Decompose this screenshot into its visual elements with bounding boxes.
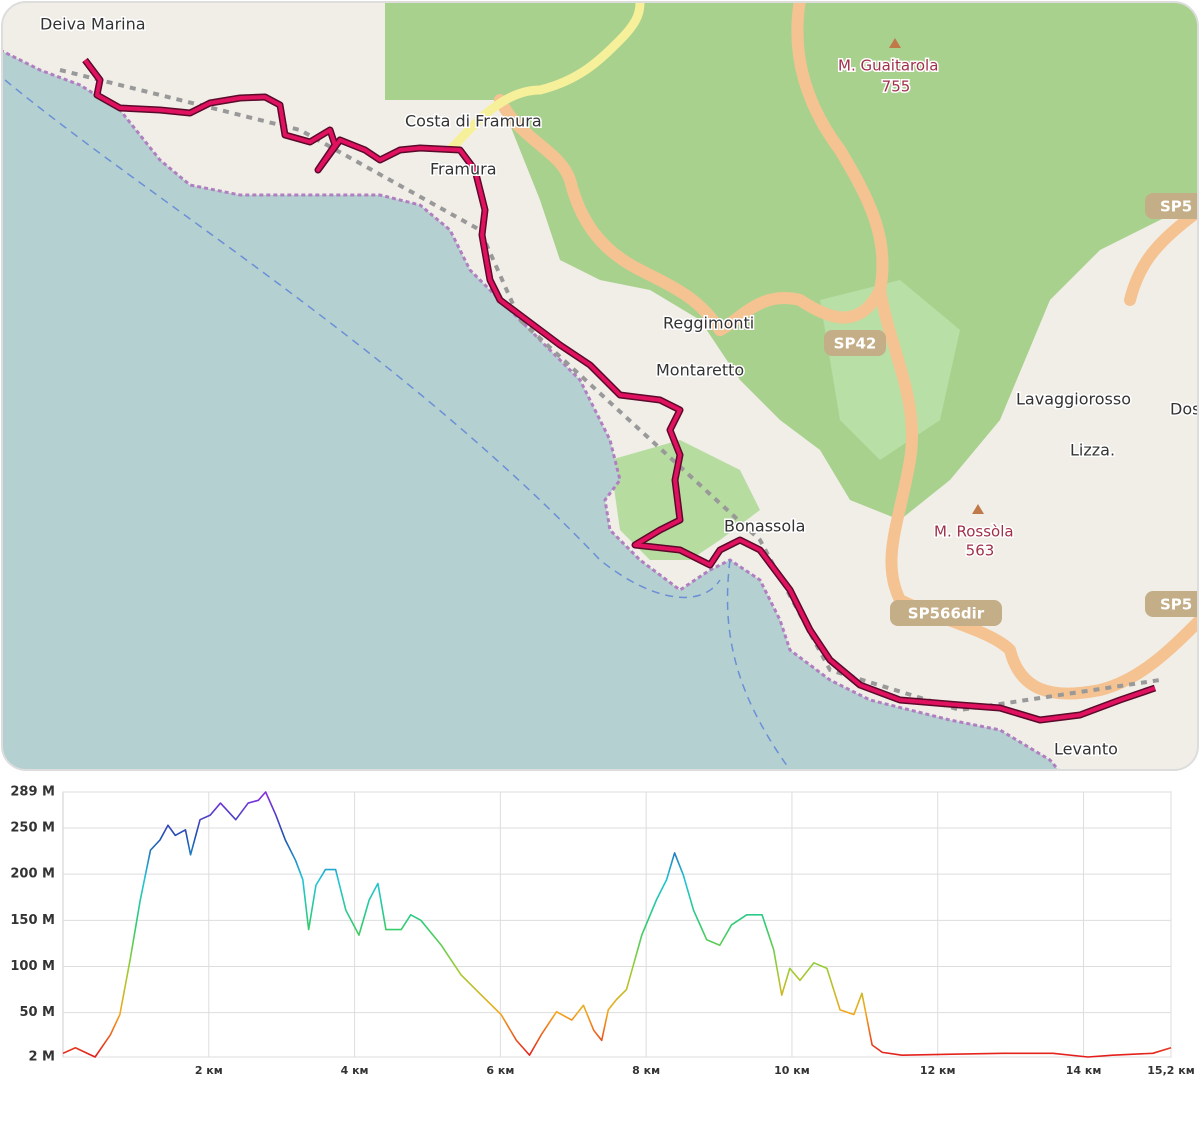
track (83, 58, 1156, 722)
road (446, 2, 645, 154)
place-label: Dos (1170, 400, 1200, 419)
place-label: Lizza. (1070, 441, 1115, 460)
railway (59, 68, 1161, 713)
peak-icon (972, 504, 984, 514)
x-tick-label: 14 км (1066, 1064, 1102, 1077)
forest (385, 2, 1198, 520)
elevation-profile: 2 M 50 M 100 M 150 M 200 M 250 M 289 M 2 км 4 км… (10, 785, 1194, 1078)
y-tick-label: 150 M (10, 913, 55, 928)
road-label: SP42 (834, 335, 877, 353)
map-frame (1, 1, 1199, 771)
peak-name: M. Guaitarola (838, 57, 938, 75)
forest (610, 440, 760, 560)
place-label: Lavaggiorosso (1016, 390, 1131, 409)
sea (2, 47, 1064, 770)
y-tick-label: 100 M (10, 959, 55, 974)
road-shield (890, 600, 1002, 626)
sea-boundary (726, 559, 791, 770)
y-tick-label: 250 M (10, 821, 55, 836)
place-label: Bonassola (724, 517, 805, 536)
x-tick-label: 8 км (632, 1064, 660, 1077)
place-label: Reggimonti (663, 314, 754, 333)
place-label: Montaretto (656, 361, 744, 380)
y-tick-label: 200 M (10, 867, 55, 882)
place-label: Framura (430, 160, 497, 179)
peak-height: 755 (882, 78, 911, 96)
forest (820, 280, 960, 460)
x-tick-label: 12 км (920, 1064, 956, 1077)
place-label: Deiva Marina (40, 15, 146, 34)
peak-name: M. Rossòla (934, 523, 1014, 541)
x-tick-label: 4 км (341, 1064, 369, 1077)
sea-boundary (4, 79, 721, 599)
y-tick-label: 289 M (10, 785, 55, 800)
elevation-line (62, 791, 1172, 1058)
x-tick-label: 10 км (774, 1064, 810, 1077)
peak-height: 563 (966, 542, 995, 560)
map: Deiva Marina Costa di Framura Framura Re… (2, 2, 1200, 770)
y-tick-label: 50 M (19, 1005, 55, 1020)
plot-area (62, 791, 1172, 1058)
x-tick-label: 2 км (195, 1064, 223, 1077)
y-tick-label: 2 M (28, 1050, 55, 1065)
x-tick-label: 6 км (486, 1064, 514, 1077)
road-label: SP5 (1160, 596, 1192, 614)
x-tick-label: 15,2 км (1147, 1064, 1194, 1077)
place-label: Costa di Framura (405, 112, 542, 131)
peak-icon (889, 38, 901, 48)
road-label: SP566dir (908, 605, 985, 623)
place-label: Levanto (1054, 740, 1118, 759)
road-label: SP5 (1160, 198, 1192, 216)
road-shield (824, 330, 886, 356)
